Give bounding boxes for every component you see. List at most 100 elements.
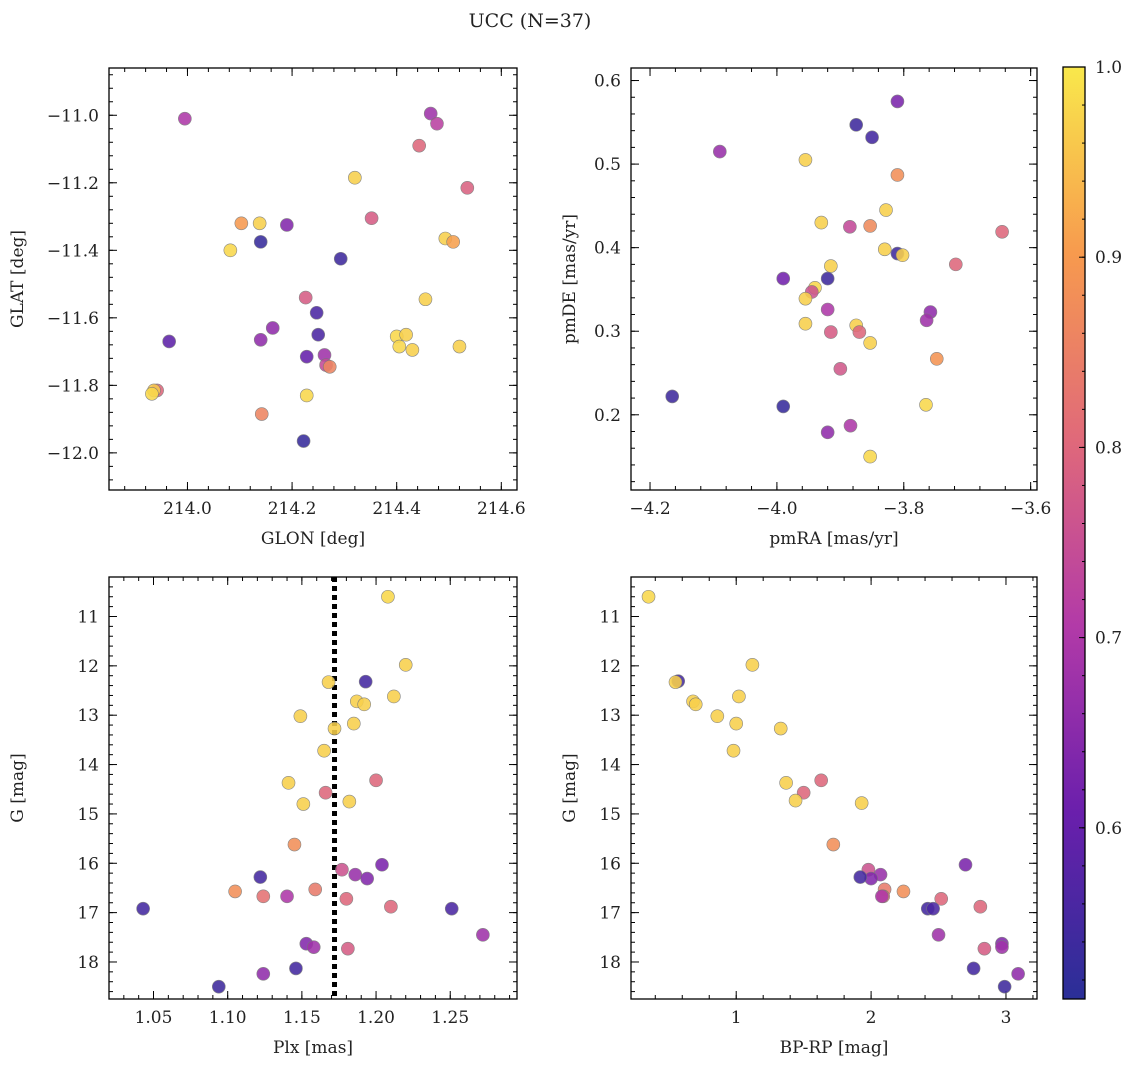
data-point [641, 589, 656, 604]
plot-area [145, 106, 475, 448]
x-tick-label: −4.2 [629, 499, 670, 519]
y-tick-label: 13 [599, 706, 621, 726]
data-point [997, 979, 1012, 994]
y-tick-label: 13 [77, 706, 99, 726]
y-tick-label: 0.6 [594, 72, 621, 92]
data-point [934, 892, 949, 906]
data-point [926, 901, 940, 916]
y-tick-label: 0.4 [594, 239, 621, 259]
data-point [729, 716, 744, 731]
data-point [364, 211, 379, 226]
data-point [854, 796, 869, 810]
data-point [341, 941, 355, 956]
y-tick-label: 14 [77, 756, 99, 776]
data-point [293, 709, 308, 723]
y-axis-label: GLAT [deg] [8, 230, 28, 328]
data-point [863, 449, 877, 464]
y-tick-label: −11.4 [47, 241, 99, 261]
y-tick-label: 17 [77, 904, 99, 924]
data-point [865, 130, 879, 145]
data-point [254, 407, 269, 421]
x-axis-label: BP-RP [mag] [780, 1038, 889, 1058]
data-point [287, 837, 302, 852]
data-point [281, 776, 296, 790]
y-tick-label: 18 [77, 953, 99, 973]
data-point [776, 399, 791, 414]
data-point [843, 418, 858, 433]
data-point [360, 871, 374, 886]
data-point [668, 675, 683, 689]
data-point [398, 658, 413, 672]
data-point [265, 321, 280, 335]
data-point [223, 243, 238, 258]
data-point [460, 181, 475, 195]
data-point [256, 889, 271, 904]
colorbar-tick-label: 0.8 [1095, 438, 1122, 458]
data-point [958, 857, 973, 872]
x-tick-label: 1.25 [431, 1008, 469, 1028]
y-tick-label: −11.8 [47, 376, 99, 396]
data-point [136, 901, 150, 916]
data-point [788, 793, 803, 808]
data-point [296, 797, 311, 811]
data-point [849, 118, 864, 132]
data-point [145, 386, 159, 401]
x-tick-label: 214.4 [372, 499, 421, 519]
data-point [476, 928, 490, 942]
data-point [384, 899, 398, 914]
x-tick-label: −3.8 [883, 499, 924, 519]
y-tick-label: 16 [599, 854, 621, 874]
data-point [995, 940, 1009, 954]
data-point [348, 867, 363, 882]
plot-area [136, 577, 490, 999]
data-point [322, 359, 337, 374]
data-point [446, 235, 460, 249]
y-tick-label: 15 [77, 805, 99, 825]
y-tick-label: 15 [599, 805, 621, 825]
colorbar-tick-label: 0.6 [1095, 819, 1122, 839]
data-point [773, 721, 788, 736]
data-point [405, 343, 420, 357]
data-point [688, 697, 703, 712]
x-tick-label: 1.20 [357, 1008, 395, 1028]
y-tick-label: 0.3 [594, 322, 621, 342]
data-point [877, 242, 892, 257]
data-point [977, 941, 992, 956]
data-point [299, 349, 314, 364]
y-tick-label: 12 [77, 657, 99, 677]
data-point [311, 327, 326, 342]
data-point [896, 884, 911, 899]
y-tick-label: 0.2 [594, 406, 621, 426]
x-tick-label: 214.0 [163, 499, 212, 519]
data-point [814, 773, 828, 788]
data-point [798, 291, 813, 306]
data-point [342, 794, 357, 809]
data-point [929, 352, 944, 366]
data-point [369, 773, 383, 788]
data-point [444, 901, 459, 916]
data-point [820, 302, 835, 317]
data-point [798, 316, 813, 331]
colorbar-gradient [1063, 67, 1085, 999]
data-point [256, 967, 271, 981]
data-point [335, 862, 349, 877]
y-axis-label: pmDE [mas/yr] [560, 214, 580, 344]
x-axis-label: pmRA [mas/yr] [769, 529, 898, 549]
data-point [726, 743, 741, 758]
data-point [779, 776, 793, 790]
data-point [211, 979, 226, 994]
x-tick-label: 1 [731, 1008, 742, 1028]
axes-frame [630, 67, 1038, 491]
data-point [890, 94, 905, 109]
data-point [321, 675, 336, 689]
axes-frame [630, 576, 1038, 1000]
data-point [289, 961, 303, 976]
data-point [399, 327, 413, 342]
y-tick-label: −12.0 [47, 444, 99, 464]
data-point [381, 589, 395, 604]
data-point [327, 721, 342, 736]
data-point [357, 697, 371, 712]
data-point [423, 106, 438, 121]
x-tick-label: 214.2 [268, 499, 317, 519]
